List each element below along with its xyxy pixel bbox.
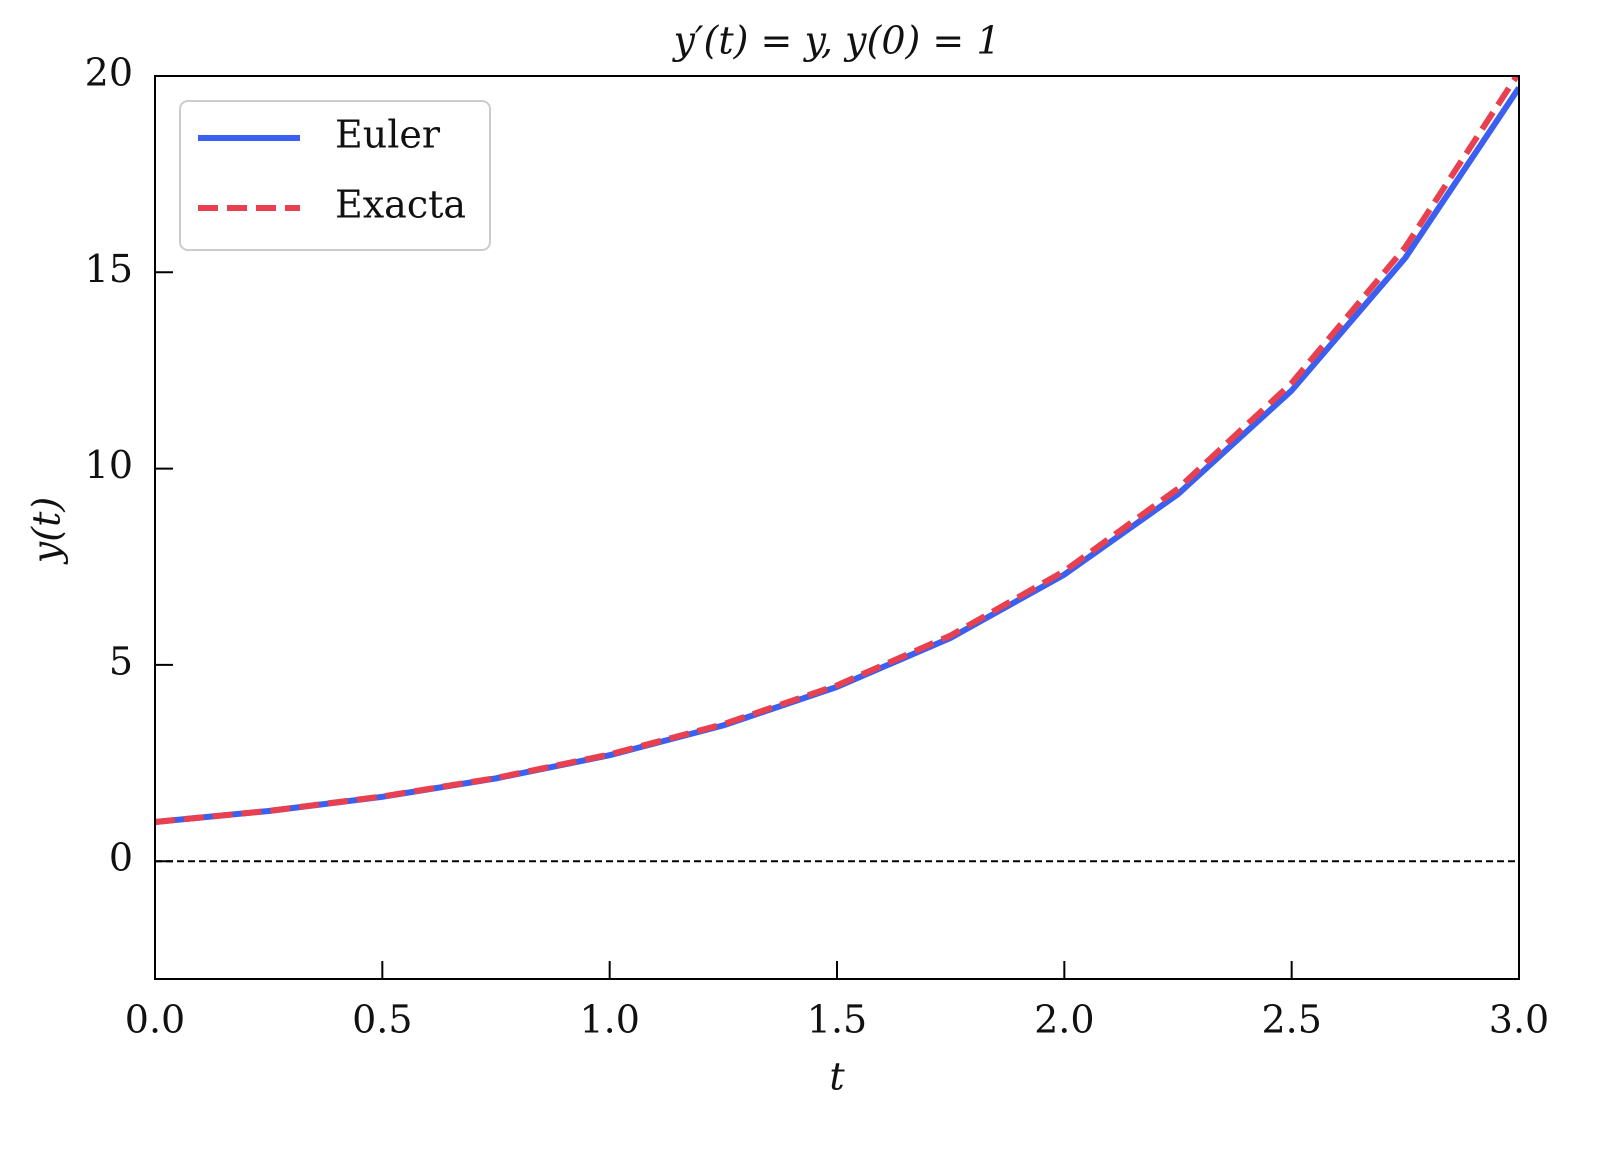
y-tick-label: 15 (85, 247, 133, 291)
y-axis-label: y(t) (25, 497, 69, 565)
y-tick-label: 10 (85, 443, 133, 487)
x-axis-label: t (829, 1055, 845, 1099)
legend-label: Exacta (335, 183, 466, 227)
x-tick-label: 0.0 (125, 998, 185, 1042)
x-tick-label: 2.0 (1034, 998, 1094, 1042)
x-tick-label: 3.0 (1489, 998, 1549, 1042)
y-tick-label: 5 (109, 639, 133, 683)
y-tick-label: 20 (85, 51, 133, 95)
x-tick-label: 0.5 (352, 998, 412, 1042)
x-tick-label: 2.5 (1261, 998, 1321, 1042)
x-tick-label: 1.0 (579, 998, 639, 1042)
chart-title: y′(t) = y, y(0) = 1 (671, 19, 1000, 63)
legend-label: Euler (335, 113, 441, 157)
line-series (155, 76, 1519, 825)
x-tick-label: 1.5 (807, 998, 867, 1042)
y-tick-label: 0 (109, 836, 133, 880)
plot-area (155, 76, 1519, 863)
